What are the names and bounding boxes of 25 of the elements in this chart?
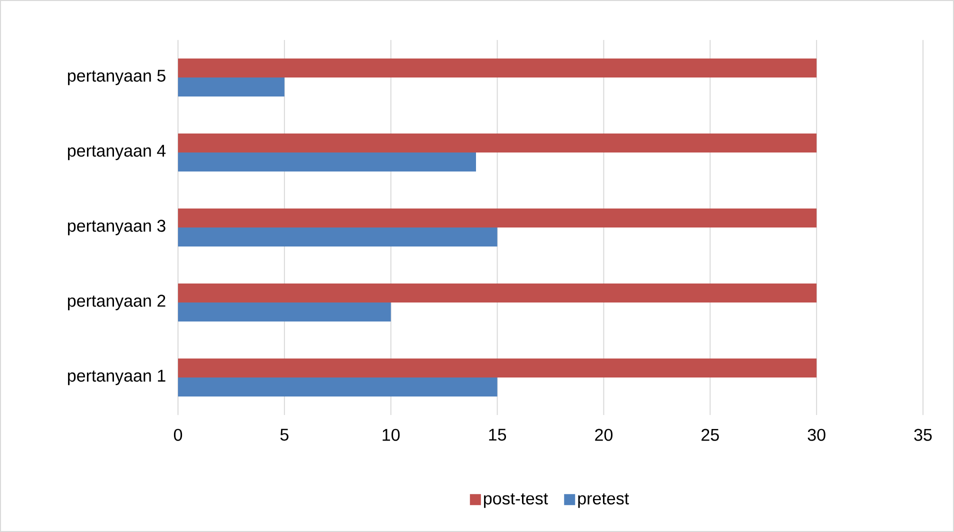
x-tick-label: 0 [174,428,182,441]
legend-label: post-test [484,493,548,508]
bar [178,358,817,378]
bar [178,77,284,96]
x-tick-label: 30 [808,428,826,441]
bar [178,227,498,246]
x-tick-label: 15 [489,428,506,441]
bar [178,302,391,322]
y-tick-label: pertanyaan 1 [68,370,166,386]
bar [178,208,817,228]
x-tick-label: 35 [914,428,932,441]
bar [178,152,476,172]
bar [178,283,817,302]
y-tick-label: pertanyaan 3 [68,220,166,236]
bar [178,133,817,152]
bar [178,377,498,396]
bar [178,58,817,78]
y-tick-label: pertanyaan 5 [68,70,166,86]
x-tick-label: 25 [702,428,719,441]
y-tick-label: pertanyaan 4 [68,144,166,160]
y-tick-label: pertanyaan 2 [68,294,166,310]
legend-label: pretest [578,493,629,508]
x-tick-label: 10 [382,428,400,441]
x-tick-label: 20 [595,428,613,441]
x-tick-label: 5 [280,428,288,441]
